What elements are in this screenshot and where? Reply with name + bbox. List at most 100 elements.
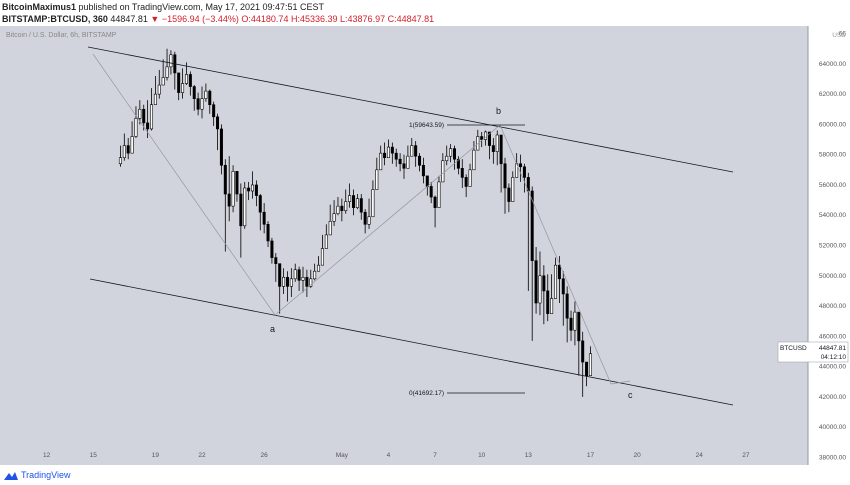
- price-change: ▼ −1596.94 (−3.44%): [150, 14, 239, 24]
- candle-up: [181, 83, 185, 93]
- y-tick-label: 50000.00: [819, 273, 846, 280]
- candle-up: [355, 198, 359, 208]
- candle-down: [577, 311, 581, 342]
- tradingview-logo[interactable]: TradingView: [4, 470, 71, 481]
- candle-up: [157, 84, 161, 95]
- price-tag-box: [777, 341, 849, 363]
- candle-up: [289, 278, 293, 287]
- candle-down: [398, 158, 402, 165]
- candle-down: [569, 317, 573, 331]
- candle-down: [522, 166, 526, 178]
- candle-up: [134, 118, 138, 137]
- y-tick-label: 46000.00: [819, 333, 846, 340]
- lower-channel-line[interactable]: [89, 278, 734, 406]
- y-tick-label: 40000.00: [819, 424, 846, 431]
- candle-down: [258, 195, 262, 213]
- candle-up: [328, 220, 332, 236]
- y-tick-label: 60000.00: [819, 121, 846, 128]
- candle-down: [363, 211, 367, 225]
- candle-down: [530, 190, 534, 261]
- candle-down: [351, 195, 356, 208]
- candle-up: [332, 213, 336, 222]
- candle-down: [390, 146, 394, 154]
- candle-up: [301, 276, 305, 281]
- candle-down: [519, 163, 523, 168]
- x-tick-label: 7: [433, 452, 437, 459]
- candle-down: [285, 276, 289, 287]
- candle-down: [394, 152, 398, 160]
- y-tick-label: 64000.00: [819, 61, 846, 68]
- candle-up: [122, 145, 126, 158]
- author-name[interactable]: BitcoinMaximus1: [2, 2, 77, 12]
- price-chart[interactable]: Bitcoin / U.S. Dollar, 6h, BITSTAMP 3800…: [0, 26, 850, 465]
- chart-title: Bitcoin / U.S. Dollar, 6h, BITSTAMP: [6, 32, 117, 39]
- candle-down: [383, 152, 387, 159]
- candle-down: [487, 131, 491, 146]
- candle-down: [581, 340, 585, 363]
- candle-down: [429, 186, 433, 198]
- candle-up: [344, 201, 348, 211]
- candle-up: [336, 205, 340, 215]
- candle-up: [538, 275, 542, 304]
- candle-up: [149, 104, 154, 130]
- y-tick-label: 54000.00: [819, 212, 846, 219]
- candle-up: [250, 184, 255, 192]
- x-tick-label: 19: [152, 452, 160, 459]
- candle-down: [585, 361, 589, 376]
- price-axis[interactable]: [808, 26, 850, 465]
- candle-down: [270, 240, 274, 258]
- candle-up: [367, 216, 371, 225]
- price-tag-countdown: 04:12:10: [821, 354, 847, 361]
- upper-channel-line[interactable]: [87, 46, 734, 173]
- candle-up: [472, 149, 476, 171]
- candle-down: [219, 128, 223, 166]
- candle-up: [313, 270, 317, 280]
- candle-up: [153, 93, 157, 106]
- candle-down: [235, 171, 239, 195]
- symbol-label: BITSTAMP:BTCUSD, 360: [2, 14, 108, 24]
- candle-down: [126, 145, 130, 154]
- fib-top-label: 1(59643.59): [409, 122, 444, 129]
- x-tick-label: 22: [198, 452, 206, 459]
- candle-down: [464, 177, 468, 187]
- y-tick-label: 44000.00: [819, 364, 846, 371]
- y-tick-label: 66: [839, 31, 847, 38]
- candle-up: [184, 74, 188, 84]
- candle-up: [138, 108, 142, 119]
- candle-up: [165, 66, 169, 78]
- candle-down: [254, 184, 258, 196]
- candle-down: [266, 224, 270, 242]
- candle-down: [177, 72, 181, 93]
- candle-up: [161, 77, 165, 86]
- candle-up: [386, 146, 390, 158]
- wave-c-label: c: [628, 390, 633, 400]
- candle-down: [433, 196, 437, 208]
- y-tick-label: 42000.00: [819, 394, 846, 401]
- chart-footer: TradingView: [0, 465, 850, 485]
- candle-down: [274, 257, 278, 264]
- candle-up: [309, 278, 313, 287]
- candle-up: [282, 276, 286, 287]
- wave-a-label: a: [270, 324, 275, 334]
- candle-down: [402, 163, 406, 169]
- candle-up: [379, 152, 383, 171]
- x-tick-label: 13: [525, 452, 533, 459]
- last-price: 44847.81: [110, 14, 148, 24]
- candle-down: [542, 275, 546, 292]
- publish-info: BitcoinMaximus1 published on TradingView…: [2, 2, 324, 12]
- candle-down: [421, 164, 425, 177]
- candle-up: [445, 155, 449, 162]
- candle-down: [340, 205, 344, 211]
- chart-pane[interactable]: [0, 26, 808, 465]
- ohlc-line: BITSTAMP:BTCUSD, 360 44847.81 ▼ −1596.94…: [2, 14, 434, 24]
- y-tick-label: 52000.00: [819, 243, 846, 250]
- candle-up: [130, 136, 134, 154]
- candle-up: [468, 169, 472, 187]
- price-tag-value: 44847.81: [819, 345, 846, 352]
- candle-up: [169, 54, 173, 68]
- x-tick-label: 27: [742, 452, 750, 459]
- candle-down: [565, 293, 569, 319]
- candle-down: [216, 116, 220, 130]
- candle-down: [142, 108, 146, 124]
- x-tick-label: 12: [43, 452, 51, 459]
